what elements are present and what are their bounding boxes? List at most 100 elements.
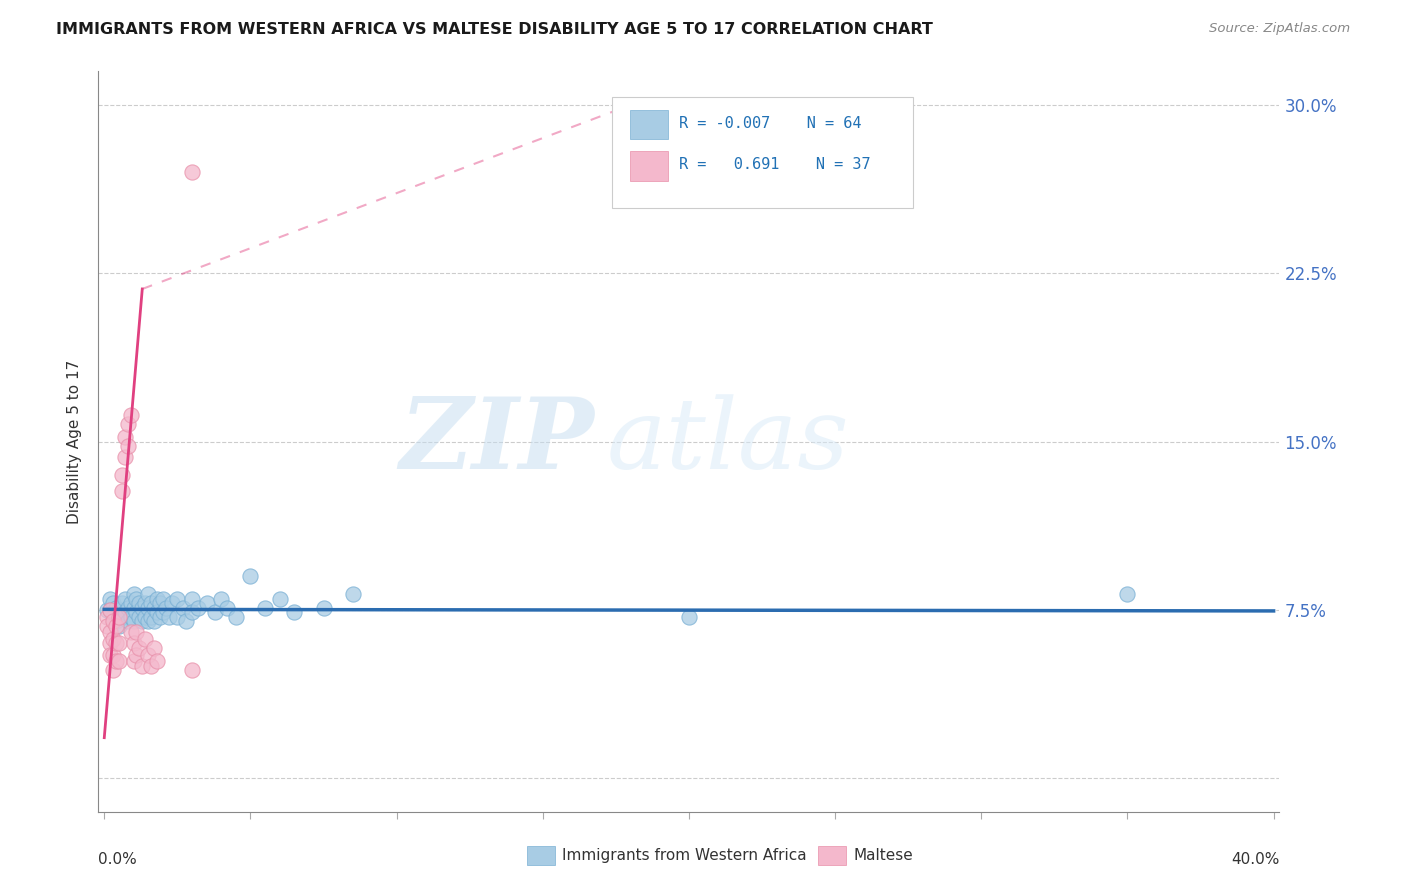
Point (131, 600, 153, 615)
Point (108, 609, 131, 624)
Point (125, 625, 148, 640)
Point (96, 609, 118, 624)
Point (269, 591, 291, 606)
Text: Immigrants from Western Africa: Immigrants from Western Africa (562, 848, 807, 863)
Point (136, 648, 159, 662)
Point (98, 603, 121, 617)
Text: Source: ZipAtlas.com: Source: ZipAtlas.com (1209, 22, 1350, 36)
Point (181, 165, 204, 179)
Point (104, 636, 127, 650)
Point (120, 609, 142, 624)
Point (195, 596, 218, 610)
Point (181, 664, 204, 678)
Point (312, 600, 335, 615)
Point (678, 609, 700, 624)
Point (101, 648, 124, 662)
Text: R =   0.691    N = 37: R = 0.691 N = 37 (679, 157, 872, 172)
Point (101, 632, 124, 646)
Point (122, 614, 145, 628)
Point (134, 596, 156, 610)
Point (254, 600, 277, 615)
Point (114, 605, 136, 619)
Point (136, 587, 159, 601)
Point (104, 654, 127, 668)
Point (117, 417, 139, 431)
Point (128, 596, 150, 610)
Point (136, 614, 159, 628)
Point (98, 591, 121, 606)
Text: 40.0%: 40.0% (1232, 852, 1279, 867)
Point (98, 648, 121, 662)
Point (215, 600, 238, 615)
Point (122, 636, 145, 650)
Text: ZIP: ZIP (399, 393, 595, 490)
Point (122, 600, 145, 615)
Point (283, 605, 305, 619)
Point (96, 603, 118, 617)
Point (131, 659, 153, 673)
Point (128, 609, 150, 624)
Point (143, 600, 166, 615)
Point (111, 596, 134, 610)
Point (225, 609, 247, 624)
Point (134, 632, 156, 646)
Point (149, 596, 172, 610)
Point (98, 636, 121, 650)
Point (96, 618, 118, 632)
Point (139, 609, 162, 624)
Point (104, 600, 127, 615)
Point (101, 596, 124, 610)
Point (114, 450, 136, 465)
Point (146, 654, 169, 668)
Point (239, 569, 262, 583)
Point (174, 614, 197, 628)
Text: IMMIGRANTS FROM WESTERN AFRICA VS MALTESE DISABILITY AGE 5 TO 17 CORRELATION CHA: IMMIGRANTS FROM WESTERN AFRICA VS MALTES… (56, 22, 934, 37)
Point (122, 654, 145, 668)
Point (131, 614, 153, 628)
Point (108, 618, 131, 632)
Point (143, 614, 166, 628)
Point (125, 605, 148, 619)
Point (125, 591, 148, 606)
FancyBboxPatch shape (630, 152, 668, 181)
Point (122, 587, 145, 601)
FancyBboxPatch shape (630, 110, 668, 139)
Text: Maltese: Maltese (853, 848, 912, 863)
Point (146, 605, 169, 619)
Point (187, 600, 209, 615)
Point (114, 591, 136, 606)
Point (120, 625, 142, 640)
Point (152, 605, 174, 619)
Point (157, 609, 180, 624)
Point (166, 591, 188, 606)
Point (128, 640, 150, 655)
Point (342, 587, 364, 601)
Point (155, 600, 177, 615)
Point (120, 408, 142, 422)
Point (152, 591, 174, 606)
Point (134, 609, 156, 624)
Point (117, 600, 139, 615)
Point (101, 664, 124, 678)
Y-axis label: Disability Age 5 to 17: Disability Age 5 to 17 (67, 359, 83, 524)
Point (160, 596, 183, 610)
Point (108, 654, 131, 668)
Point (120, 596, 142, 610)
Point (114, 430, 136, 444)
Point (172, 600, 194, 615)
Point (111, 468, 134, 483)
Text: 0.0%: 0.0% (98, 852, 138, 867)
Point (111, 483, 134, 498)
Point (104, 614, 127, 628)
Point (136, 600, 159, 615)
Point (117, 439, 139, 453)
Point (108, 636, 131, 650)
Point (209, 591, 232, 606)
Point (101, 609, 124, 624)
Point (1116, 587, 1139, 601)
Point (117, 614, 139, 628)
Text: atlas: atlas (606, 394, 849, 489)
Point (181, 591, 204, 606)
Point (125, 648, 148, 662)
Point (166, 609, 188, 624)
